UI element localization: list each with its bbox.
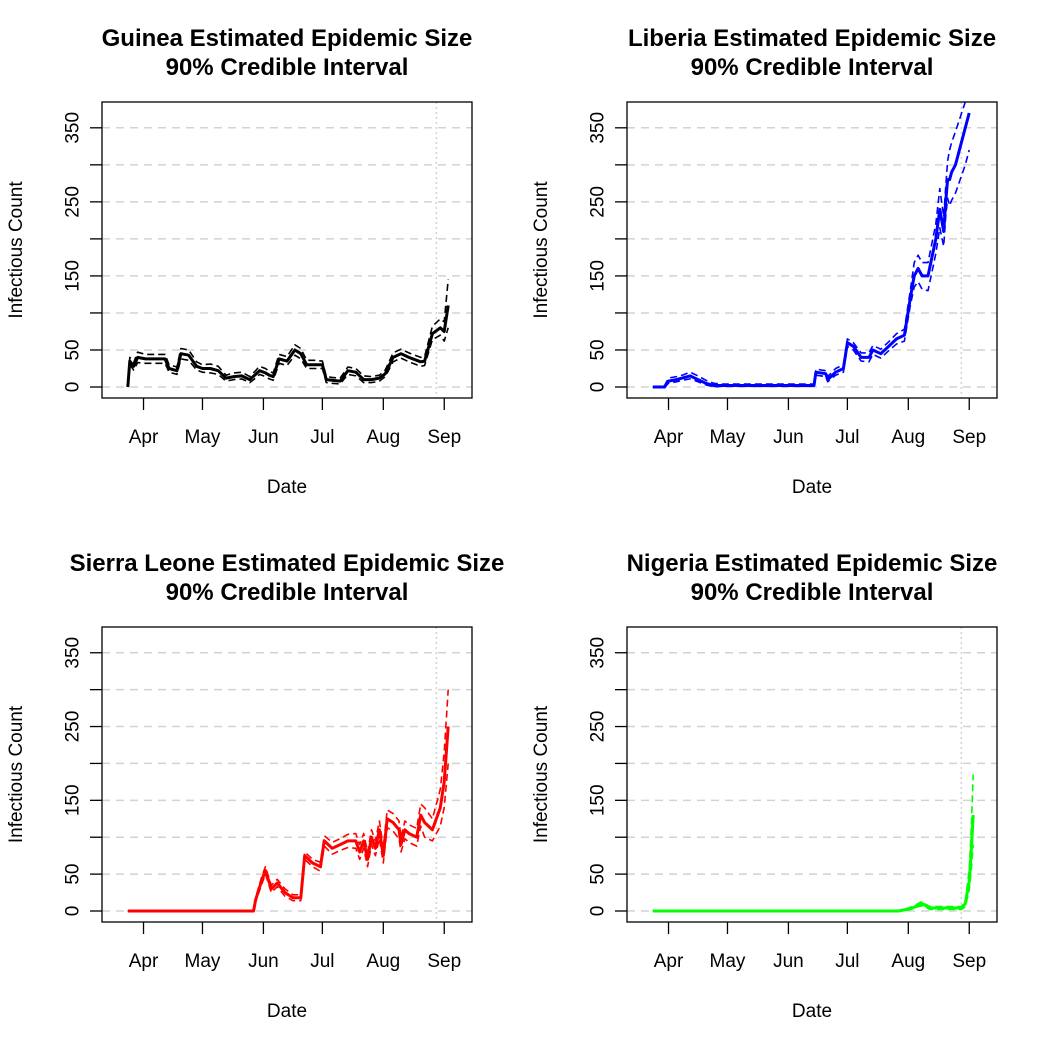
y-tick-label: 50 — [63, 864, 84, 885]
series-group — [126, 279, 450, 388]
series-upper-line — [652, 102, 967, 388]
x-tick-label: Aug — [366, 951, 400, 972]
x-tick-label: Jun — [248, 951, 279, 972]
y-tick-label: 350 — [588, 637, 609, 669]
chart-title: Guinea Estimated Epidemic Size — [102, 25, 473, 52]
x-tick-label: Jun — [248, 427, 279, 448]
series-lower-line — [127, 327, 449, 388]
x-axis-label: Date — [792, 477, 832, 498]
y-tick-label: 150 — [63, 260, 84, 292]
y-axis-label: Infectious Count — [6, 181, 27, 319]
x-axis-label: Date — [792, 1001, 832, 1022]
series-lower-line — [127, 763, 449, 912]
y-tick-label: 150 — [588, 260, 609, 292]
x-tick-label: Apr — [129, 427, 159, 448]
x-tick-label: May — [185, 427, 221, 448]
x-tick-label: Sep — [427, 427, 461, 448]
panel-sierra-leone: 0 50 150 250 350 Apr May Jun Jul Aug Sep Sierra Leo… — [6, 550, 504, 1022]
y-tick-label: 50 — [63, 339, 84, 360]
x-tick-label: Jul — [310, 427, 334, 448]
panel-guinea: 0 50 150 250 350 Apr May Jun Jul Aug Sep Guinea Est… — [6, 25, 473, 498]
y-tick-label: 350 — [63, 637, 84, 669]
x-axis-label: Date — [267, 1001, 307, 1022]
series-group — [127, 689, 450, 913]
panel-nigeria: 0 50 150 250 350 Apr May Jun Jul Aug Sep Nigeria Es… — [531, 550, 998, 1022]
x-tick-label: Jun — [773, 951, 804, 972]
chart-subtitle: 90% Credible Interval — [166, 54, 409, 81]
plot-frame — [101, 101, 473, 399]
y-tick-label: 350 — [588, 112, 609, 144]
x-tick-label: Jul — [835, 951, 859, 972]
x-tick-label: Aug — [891, 427, 925, 448]
y-tick-label: 0 — [63, 382, 84, 393]
x-tick-label: Apr — [654, 427, 684, 448]
y-axis-label: Infectious Count — [531, 705, 552, 843]
chart-subtitle: 90% Credible Interval — [691, 579, 934, 606]
y-tick-label: 0 — [588, 906, 609, 917]
series-upper-line — [127, 689, 449, 912]
series-median-line — [127, 726, 450, 913]
x-tick-label: Jun — [773, 427, 804, 448]
series-group — [652, 102, 971, 389]
y-tick-label: 350 — [63, 112, 84, 144]
panel-liberia: 0 50 150 250 350 Apr May Jun Jul Aug Sep Liberia Es… — [531, 25, 998, 498]
x-tick-label: Sep — [952, 951, 986, 972]
chart-subtitle: 90% Credible Interval — [166, 579, 409, 606]
y-tick-label: 150 — [588, 784, 609, 816]
x-tick-label: Jul — [310, 951, 334, 972]
y-tick-label: 250 — [588, 711, 609, 743]
y-tick-label: 250 — [63, 186, 84, 218]
y-tick-label: 50 — [588, 339, 609, 360]
plot-frame — [626, 626, 998, 923]
y-tick-label: 0 — [63, 906, 84, 917]
chart-title: Liberia Estimated Epidemic Size — [628, 25, 996, 52]
x-tick-label: Sep — [952, 427, 986, 448]
y-tick-label: 250 — [63, 711, 84, 743]
series-upper-line — [652, 774, 974, 912]
y-tick-label: 250 — [588, 186, 609, 218]
series-median-line — [652, 112, 971, 389]
x-tick-label: May — [185, 951, 221, 972]
x-tick-label: Jul — [835, 427, 859, 448]
chart-subtitle: 90% Credible Interval — [691, 54, 934, 81]
series-lower-line — [652, 149, 970, 388]
x-axis-label: Date — [267, 477, 307, 498]
series-lower-line — [652, 844, 974, 912]
x-tick-label: Sep — [427, 951, 461, 972]
series-group — [652, 774, 975, 913]
y-tick-label: 50 — [588, 864, 609, 885]
y-tick-label: 150 — [63, 784, 84, 816]
series-upper-line — [127, 279, 449, 385]
y-axis-label: Infectious Count — [531, 181, 552, 319]
x-tick-label: Aug — [366, 427, 400, 448]
chart-title: Sierra Leone Estimated Epidemic Size — [70, 550, 505, 577]
plot-frame — [626, 101, 998, 399]
series-median-line — [652, 815, 975, 913]
chart-title: Nigeria Estimated Epidemic Size — [627, 550, 998, 577]
plot-frame — [101, 626, 473, 923]
series-median-line — [126, 305, 450, 388]
x-tick-label: Apr — [129, 951, 159, 972]
y-axis-label: Infectious Count — [6, 705, 27, 843]
x-tick-label: May — [710, 951, 746, 972]
x-tick-label: Apr — [654, 951, 684, 972]
x-tick-label: Aug — [891, 951, 925, 972]
x-tick-label: May — [710, 427, 746, 448]
y-tick-label: 0 — [588, 382, 609, 393]
